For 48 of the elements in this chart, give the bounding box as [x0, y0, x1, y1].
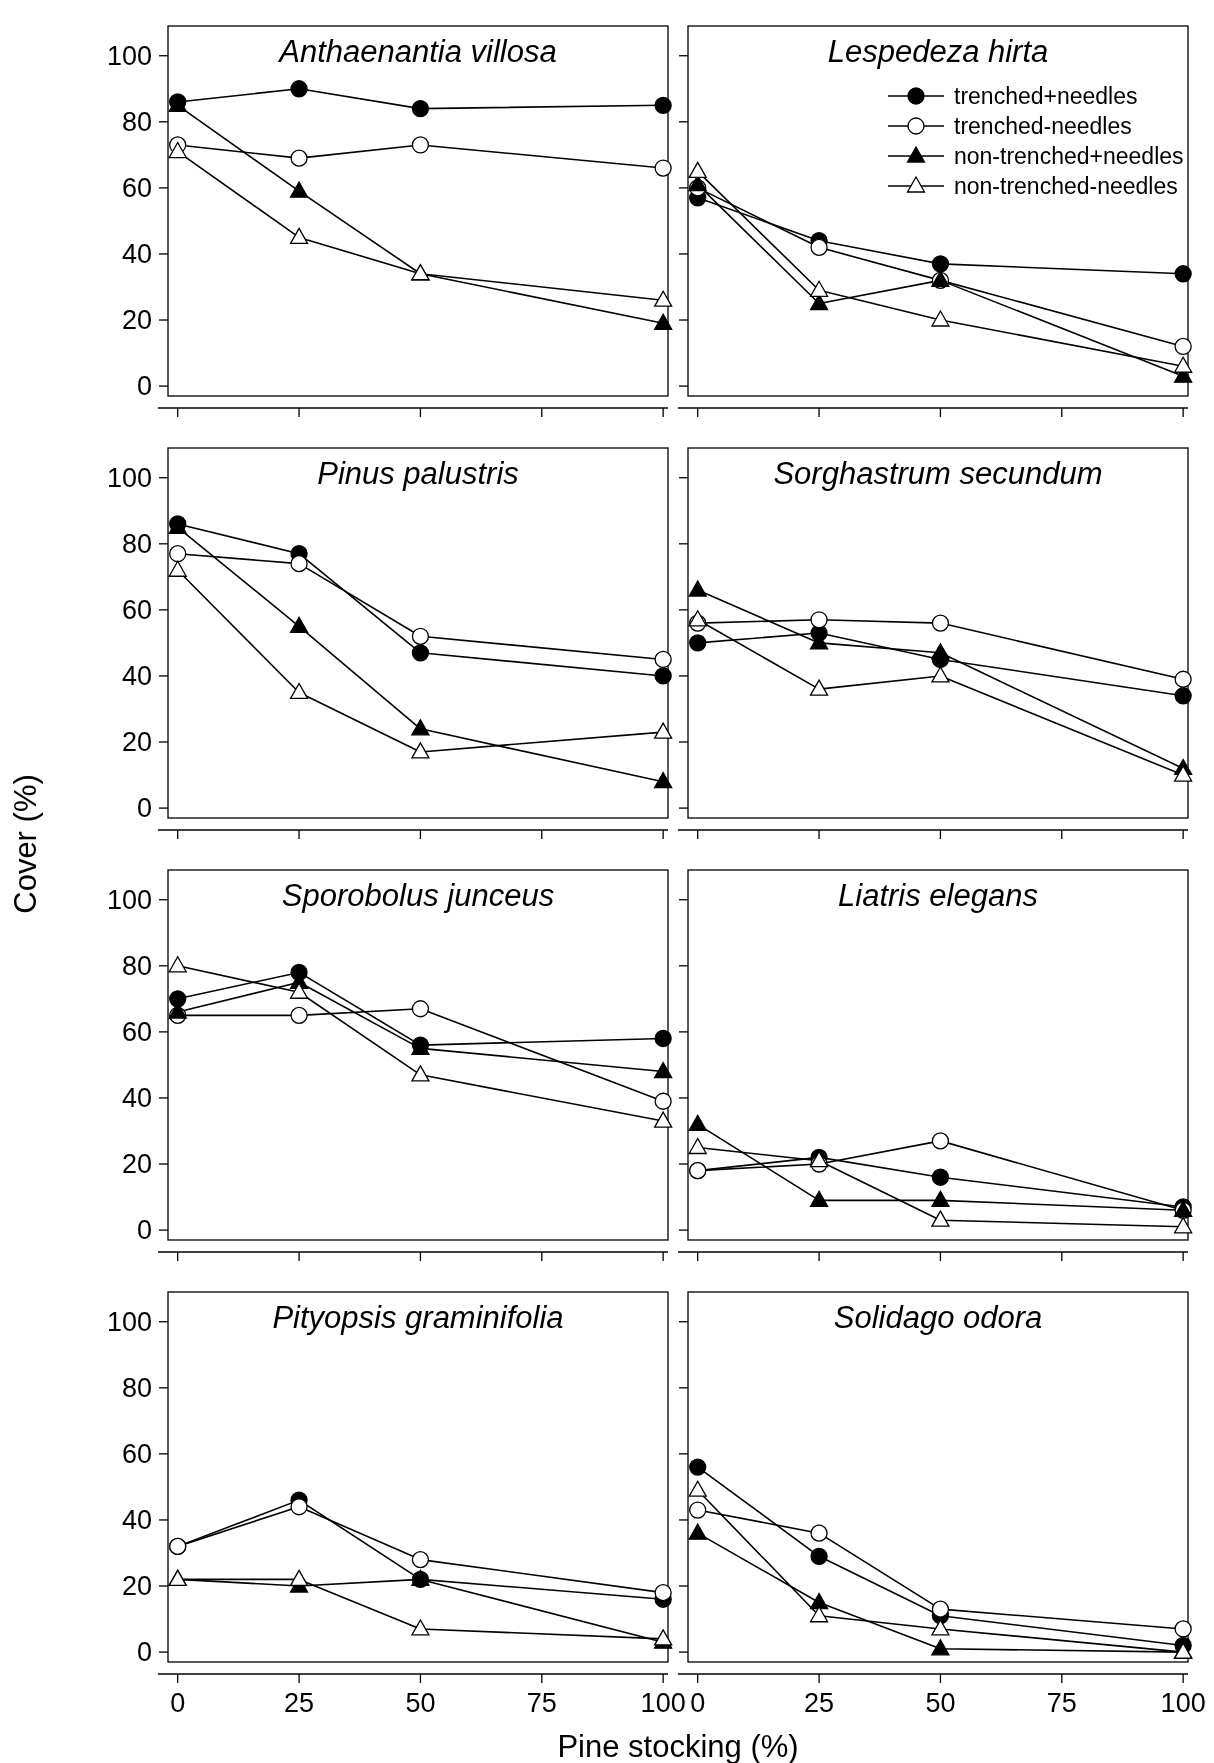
y-tick-label: 40: [121, 238, 152, 269]
y-tick-label: 80: [121, 950, 152, 981]
x-tick-label: 75: [1046, 1688, 1077, 1718]
chart-title: Solidago odora: [833, 1300, 1043, 1335]
x-tick-label: 25: [804, 1688, 835, 1718]
y-tick-label: 40: [121, 660, 152, 691]
y-tick-label: 0: [136, 371, 152, 402]
chart-title: Pityopsis graminifolia: [272, 1300, 564, 1335]
x-tick-label: 0: [170, 1688, 186, 1718]
x-tick-label: 25: [284, 1688, 315, 1718]
x-tick-label: 50: [925, 1688, 956, 1718]
y-tick-label: 40: [121, 1504, 152, 1535]
y-tick-label: 40: [121, 1082, 152, 1113]
x-tick-label: 100: [640, 1688, 686, 1718]
y-tick-label: 60: [121, 1438, 152, 1469]
x-tick-label: 75: [526, 1688, 557, 1718]
legend-label: trenched+needles: [954, 83, 1138, 109]
chart-title: Pinus palustris: [317, 456, 519, 491]
y-tick-label: 100: [106, 40, 152, 71]
y-tick-label: 20: [121, 727, 152, 758]
x-tick-label: 0: [690, 1688, 706, 1718]
y-tick-label: 100: [106, 1306, 152, 1337]
chart-title: Lespedeza hirta: [827, 34, 1049, 69]
y-tick-label: 80: [121, 1372, 152, 1403]
y-tick-label: 0: [136, 793, 152, 824]
legend-label: trenched-needles: [954, 113, 1132, 139]
x-tick-label: 50: [405, 1688, 436, 1718]
x-axis-title: Pine stocking (%): [557, 1729, 799, 1763]
y-tick-label: 20: [121, 1149, 152, 1180]
legend-label: non-trenched+needles: [954, 143, 1184, 169]
y-axis-title: Cover (%): [8, 774, 43, 914]
y-tick-label: 60: [121, 172, 152, 203]
y-tick-label: 100: [106, 462, 152, 493]
y-tick-label: 60: [121, 1016, 152, 1047]
y-tick-label: 20: [121, 305, 152, 336]
chart-title: Anthaenantia villosa: [277, 34, 557, 69]
y-tick-label: 80: [121, 106, 152, 137]
legend-label: non-trenched-needles: [954, 173, 1178, 199]
y-tick-label: 100: [106, 884, 152, 915]
chart-title: Liatris elegans: [838, 878, 1038, 913]
y-tick-label: 0: [136, 1637, 152, 1668]
y-tick-label: 20: [121, 1571, 152, 1602]
y-tick-label: 60: [121, 594, 152, 625]
x-tick-label: 100: [1160, 1688, 1206, 1718]
y-tick-label: 0: [136, 1215, 152, 1246]
y-tick-label: 80: [121, 528, 152, 559]
chart-title: Sporobolus junceus: [281, 878, 555, 913]
chart-title: Sorghastrum secundum: [773, 456, 1103, 491]
